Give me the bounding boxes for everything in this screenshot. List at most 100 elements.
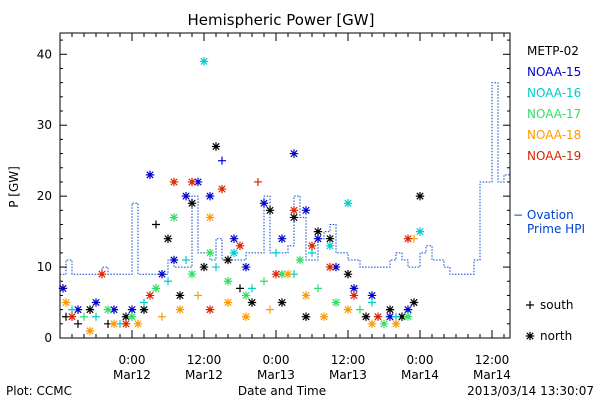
south-plus-mark [212, 263, 220, 272]
north-star-mark [103, 305, 113, 314]
north-star-mark [145, 170, 155, 180]
south-plus-mark [92, 312, 100, 321]
south-plus-mark [218, 156, 226, 165]
y-axis-label: P [GW] [7, 166, 21, 208]
north-star-mark [229, 248, 239, 258]
north-star-mark [319, 312, 329, 321]
north-star-mark [247, 298, 257, 307]
legend-entry-noaa-18: NOAA-18 [527, 128, 581, 142]
north-star-mark [289, 206, 299, 215]
north-star-mark [121, 312, 131, 321]
north-star-mark [127, 312, 137, 321]
x-tick-date-label: Mar14 [401, 368, 439, 382]
x-tick-date-label: Mar14 [473, 368, 511, 382]
y-axis: 0 10 20 30 40 [37, 39, 510, 345]
south-plus-mark [152, 220, 160, 229]
north-star-mark [151, 284, 161, 293]
north-star-mark [403, 305, 413, 314]
series-noaa-19 [67, 177, 413, 329]
north-star-mark [229, 234, 239, 243]
legend-marker-north: north [540, 329, 572, 343]
north-star-mark [415, 191, 425, 201]
north-star-mark [169, 255, 179, 265]
north-star-mark [391, 319, 401, 329]
south-plus-mark [308, 248, 316, 257]
north-star-mark [331, 298, 341, 307]
north-star-mark [139, 305, 149, 314]
north-star-mark [85, 305, 95, 314]
north-star-mark [301, 206, 311, 215]
north-star-mark [199, 57, 209, 66]
north-star-mark [133, 319, 143, 329]
north-star-mark [301, 291, 311, 300]
north-star-mark [199, 262, 209, 272]
legend-ovation-line1: − Ovation [513, 208, 574, 222]
data-points-layer [58, 57, 425, 336]
north-star-mark [325, 234, 335, 243]
south-plus-mark [74, 319, 82, 328]
x-tick-label: 12:00 [475, 353, 510, 367]
north-star-mark [241, 262, 251, 272]
north-star-mark [385, 305, 395, 314]
north-star-mark [187, 177, 197, 187]
north-star-mark [145, 291, 155, 300]
north-star-mark [289, 149, 299, 158]
north-star-mark [217, 184, 227, 194]
north-star-mark [397, 312, 407, 321]
south-plus-mark [158, 312, 166, 321]
north-star-mark [67, 312, 77, 321]
south-plus-mark [248, 284, 256, 293]
north-star-mark [97, 269, 107, 279]
north-star-mark [85, 326, 95, 336]
ovation-line-layer [60, 82, 511, 275]
north-star-mark [403, 234, 413, 243]
legend-entry-metp-02: METP-02 [527, 44, 579, 58]
north-star-mark [169, 213, 179, 222]
north-star-mark [301, 312, 311, 321]
north-star-mark [325, 241, 335, 250]
north-star-mark [109, 305, 119, 314]
north-star-mark [241, 291, 251, 300]
x-tick-label: 0:00 [119, 353, 146, 367]
north-star-mark [403, 312, 413, 321]
footer-right: 2013/03/14 13:30:07 [467, 384, 594, 398]
south-plus-mark [260, 277, 268, 286]
y-tick-label: 10 [37, 260, 52, 274]
south-plus-mark [140, 298, 148, 307]
north-star-mark [193, 177, 203, 187]
series-metp-02 [62, 142, 425, 328]
north-star-mark [295, 255, 305, 265]
north-star-mark [175, 305, 185, 314]
south-plus-mark [272, 248, 280, 257]
north-star-mark [205, 305, 215, 314]
north-star-mark [223, 277, 233, 286]
south-plus-mark [314, 284, 322, 293]
south-plus-mark [356, 305, 364, 314]
south-plus-mark [182, 255, 190, 264]
series-noaa-16 [68, 57, 425, 328]
series-noaa-17 [80, 213, 413, 329]
south-plus-mark [236, 284, 244, 293]
plot-frame [59, 32, 511, 339]
north-star-mark [109, 319, 119, 329]
north-star-mark [61, 298, 71, 307]
north-star-mark [313, 227, 323, 236]
north-star-mark [223, 298, 233, 307]
south-plus-mark [368, 298, 376, 307]
north-star-mark [91, 298, 101, 307]
north-star-mark [163, 234, 173, 243]
north-star-mark [181, 191, 191, 201]
north-star-mark [271, 269, 281, 279]
north-star-mark [175, 291, 185, 300]
x-tick-date-label: Mar12 [113, 368, 151, 382]
north-star-mark [265, 206, 275, 215]
north-star-mark [277, 298, 287, 307]
chart-title: Hemispheric Power [GW] [188, 11, 375, 29]
north-star-mark [73, 305, 83, 314]
legend: METP-02 NOAA-15 NOAA-16 NOAA-17 NOAA-18 NOAA-… [513, 44, 585, 343]
legend-ovation-line2: Prime HPI [527, 222, 585, 236]
north-star-mark [525, 331, 535, 341]
north-star-mark [379, 319, 389, 329]
north-star-mark [205, 248, 215, 258]
legend-marker-south: south [540, 298, 574, 312]
